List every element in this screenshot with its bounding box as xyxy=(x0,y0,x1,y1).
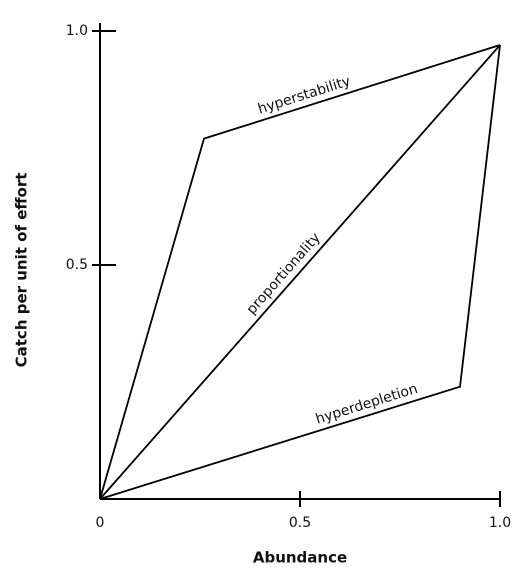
x-tick-label: 0 xyxy=(96,515,105,531)
x-tick-label: 0.5 xyxy=(289,515,311,531)
series-line xyxy=(99,44,501,500)
y-axis-title: Catch per unit of effort xyxy=(13,173,31,368)
y-tick-label: 1.0 xyxy=(66,23,88,39)
series-label: proportionality xyxy=(244,230,324,318)
x-axis-title: Abundance xyxy=(253,549,347,567)
x-tick-label: 1.0 xyxy=(489,515,511,531)
series-line xyxy=(99,44,501,500)
y-tick-label: 0.5 xyxy=(66,257,88,273)
series-line xyxy=(99,44,501,500)
